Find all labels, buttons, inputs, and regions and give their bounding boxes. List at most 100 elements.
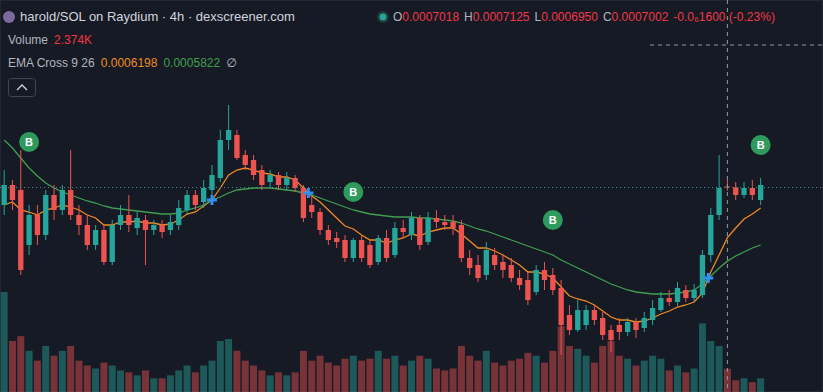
volume-bar [682,372,689,392]
candle-body [93,230,98,245]
volume-bar [258,370,265,392]
volume-bar [516,359,523,392]
candle-body [733,187,738,195]
volume-bar [533,356,540,392]
candle-body [126,215,131,225]
volume-bar [616,356,623,392]
candle-body [268,175,273,182]
volume-bar [707,341,714,392]
volume-bar [350,356,357,392]
volume-bar [433,368,440,392]
candle-body [409,218,414,235]
candle-body [425,218,430,242]
volume-bar [583,356,590,392]
volume-bar [666,370,673,392]
candle-body [35,215,40,235]
candle-body [500,262,505,270]
candle-body [251,160,256,175]
candle-body [492,255,497,265]
volume-bar [641,361,648,392]
volume-bar [599,346,606,392]
candle-body [68,190,73,215]
chart: BBBBharold/SOL on Raydium · 4h · dexscre… [0,0,823,392]
volume-bar [466,356,473,392]
candle-body [110,225,115,262]
volume-bar [458,346,465,392]
title: harold/SOL on Raydium · 4h · dexscreener… [20,9,295,24]
candle-body [18,190,23,270]
candle-body [118,215,123,225]
candle-body [575,310,580,330]
candle-body [159,225,164,232]
candle-body [550,275,555,290]
volume-bar [450,368,457,392]
candle-body [276,175,281,185]
candle-body [151,225,156,230]
candle-body [309,205,314,212]
candle-body [716,188,721,215]
buy-marker [343,182,363,202]
volume-bar [483,351,490,392]
candle-body [683,290,688,298]
candle-body [442,222,447,225]
volume-bar [292,372,299,392]
candle-body [467,258,472,268]
volume-bar [26,351,33,392]
candle-body [384,238,389,258]
ohlc-value: 0.0006950 [541,10,598,24]
indicator-legend: EMA Cross 9 260.00061980.0005822∅ [8,56,237,70]
candle-body [193,195,198,205]
candle-body [51,195,56,210]
buy-marker [543,210,563,230]
volume-bar [159,378,166,392]
volume-bar [1,292,8,392]
candle-body [401,228,406,232]
volume-bar [674,366,681,392]
volume-bar [541,363,548,392]
candle-body [292,178,297,188]
volume-label: Volume [8,33,48,47]
volume-bar [508,361,515,392]
collapse-button [9,79,36,97]
candle-body [201,188,206,202]
volume-bar [566,346,573,392]
candle-body [675,288,680,302]
volume-bar [109,366,116,392]
ohlc-value: 0.0007002 [612,10,669,24]
candle-body [143,220,148,230]
ohlc-key: C [603,10,612,24]
volume-bar [67,346,74,392]
ohlc-value: 0.0007125 [473,10,530,24]
volume-bar [325,363,332,392]
candle-body [509,265,514,278]
volume-bar [691,368,698,392]
volume-bar [574,349,581,392]
candle-body [625,322,630,332]
candle-body [342,240,347,258]
candle-body [650,308,655,320]
candle-body [317,212,322,230]
candle-body [691,290,696,298]
candle-body [459,225,464,258]
volume-legend: Volume2.374K [8,33,92,47]
status-ring [377,11,389,23]
buy-marker [751,135,771,155]
volume-bar [632,366,639,392]
candle-body [558,288,563,325]
volume-bar [42,346,49,392]
buy-marker [19,132,39,152]
candle-body [517,278,522,285]
indicator-value: 0.0006198 [101,56,158,70]
candle-body [376,238,381,262]
volume-bar [400,366,407,392]
candle-body [243,155,248,165]
candle-body [326,230,331,240]
cross-marker [703,273,713,283]
volume-bar [75,361,82,392]
volume-bar [142,370,149,392]
ema-line [4,140,760,294]
plot-area [0,0,823,392]
buy-marker-label: B [25,136,33,148]
candle-body [667,298,672,302]
candle-body [592,310,597,320]
